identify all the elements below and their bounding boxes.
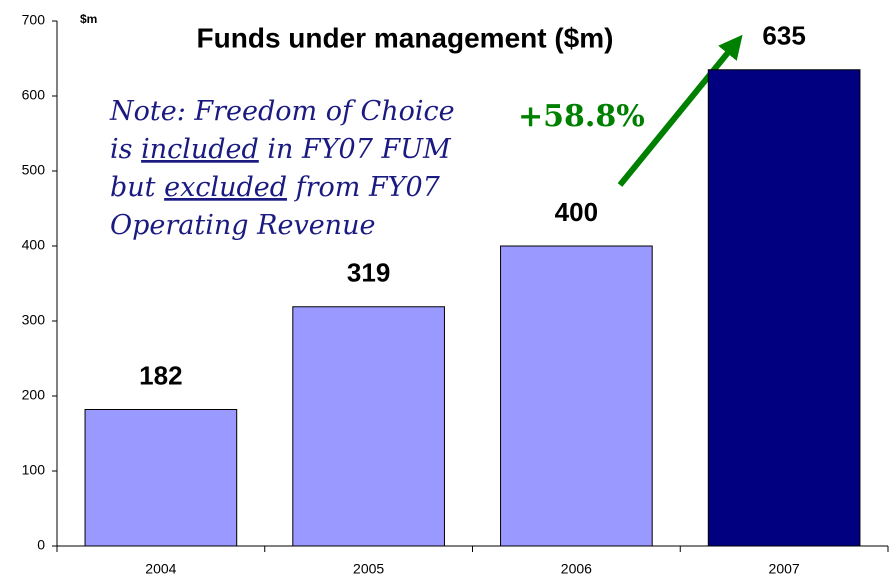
value-label: 182 xyxy=(139,360,182,390)
bar xyxy=(500,245,653,547)
note-line: Operating Revenue xyxy=(110,210,375,241)
note-line: is included in FY07 FUM xyxy=(110,134,452,165)
chart-title: Funds under management ($m) xyxy=(197,22,614,53)
y-tick-label: 700 xyxy=(22,12,46,28)
y-tick-label: 300 xyxy=(22,312,46,328)
note-segment: but xyxy=(110,172,164,203)
y-tick-label: 100 xyxy=(22,462,46,478)
note-segment: in FY07 FUM xyxy=(259,134,452,165)
value-label: 319 xyxy=(347,258,390,288)
bar xyxy=(707,69,861,547)
note-line: but excluded from FY07 xyxy=(110,172,441,203)
note-line: Note: Freedom of Choice xyxy=(109,96,455,127)
note-segment: from FY07 xyxy=(287,172,441,203)
x-tick-label: 2006 xyxy=(561,561,592,577)
note-segment: is xyxy=(110,134,141,165)
x-tick-label: 2007 xyxy=(769,561,800,577)
bar xyxy=(292,306,445,547)
growth-label: +58.8% xyxy=(518,99,645,134)
y-tick-label: 400 xyxy=(22,237,46,253)
note-segment: excluded xyxy=(164,172,287,203)
y-tick-label: 200 xyxy=(22,387,46,403)
note-segment: Note: Freedom of Choice xyxy=(109,96,455,127)
y-tick-label: 0 xyxy=(37,537,45,553)
bar xyxy=(84,409,238,547)
x-tick-label: 2004 xyxy=(145,561,176,577)
y-tick-label: 500 xyxy=(22,162,46,178)
note-segment: included xyxy=(141,134,259,165)
value-label: 400 xyxy=(555,197,598,227)
growth-arrow xyxy=(617,34,743,187)
y-tick-label: 600 xyxy=(22,87,46,103)
note-segment: Operating Revenue xyxy=(110,210,375,241)
value-label: 635 xyxy=(762,21,805,51)
y-axis-label: $m xyxy=(80,12,97,26)
x-tick-label: 2005 xyxy=(353,561,384,577)
